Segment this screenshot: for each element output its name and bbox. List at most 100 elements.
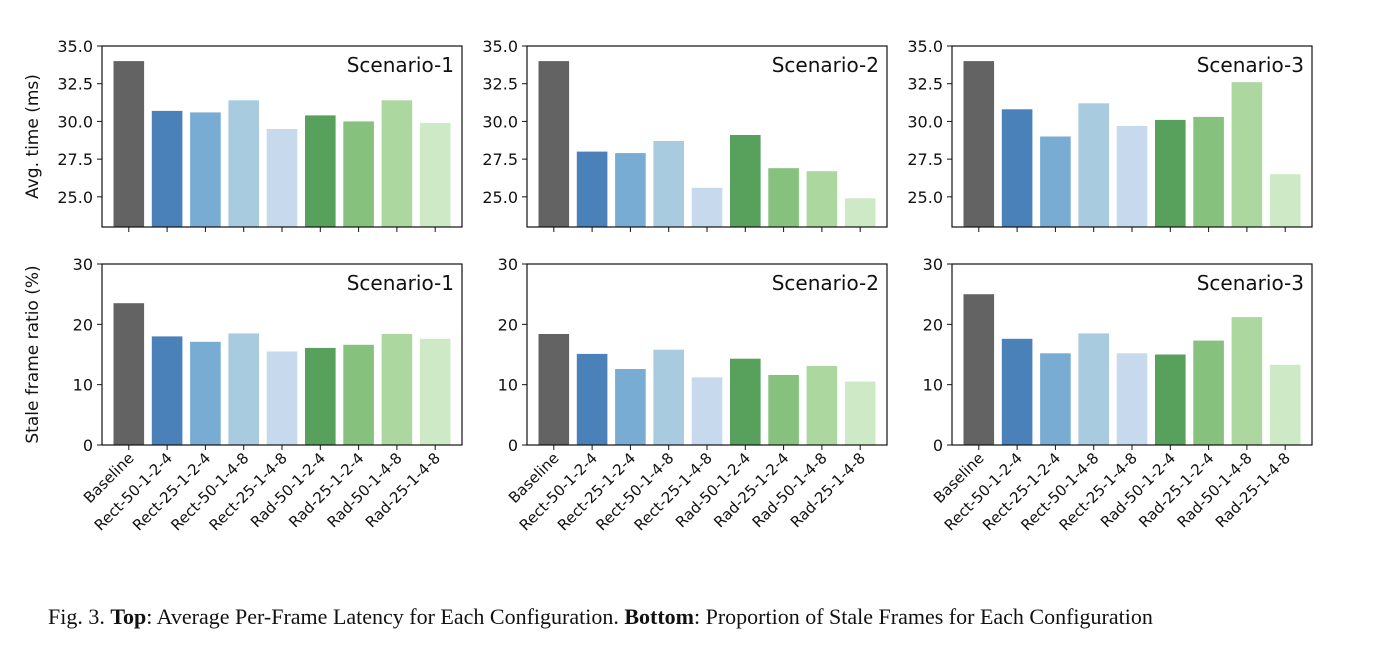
panel-bottom-2: BaselineRect-50-1-2-4Rect-25-1-2-4Rect-5… bbox=[498, 255, 888, 534]
bar-Baseline bbox=[538, 61, 570, 227]
y-tick-label: 30 bbox=[73, 255, 93, 274]
y-tick-label: 20 bbox=[73, 315, 93, 334]
bar-Rad-25-1-2-4 bbox=[768, 375, 799, 445]
bar-Rect-50-1-2-4 bbox=[151, 110, 183, 227]
scenario-label: Scenario-1 bbox=[347, 271, 454, 295]
panel-top-2: 25.0 27.5 30.0 32.5 35.0 Scenario-2 bbox=[482, 37, 888, 232]
panel-bottom-1: BaselineRect-50-1-2-4Rect-25-1-2-4Rect-5… bbox=[23, 255, 463, 534]
scenario-label: Scenario-1 bbox=[347, 53, 454, 77]
bar-Baseline bbox=[113, 303, 145, 445]
bar-Rad-25-1-4-8 bbox=[1269, 364, 1301, 445]
bar-Rect-50-1-2-4 bbox=[576, 353, 608, 445]
bar-Rad-50-1-4-8 bbox=[806, 171, 838, 227]
panel-top-3: 25.0 27.5 30.0 32.5 35.0 Scenario-3 bbox=[907, 37, 1313, 232]
caption-bottom-label: Bottom bbox=[624, 604, 694, 629]
axes-frame bbox=[951, 263, 1313, 446]
y-tick-label: 35.0 bbox=[907, 37, 943, 56]
caption-bottom-text: : Proportion of Stale Frames for Each Co… bbox=[694, 604, 1153, 629]
y-tick-label: 27.5 bbox=[482, 150, 518, 169]
bar-Rect-50-1-2-4 bbox=[1001, 109, 1033, 227]
scenario-label: Scenario-3 bbox=[1197, 53, 1304, 77]
scenario-label: Scenario-3 bbox=[1197, 271, 1304, 295]
y-tick-label: 32.5 bbox=[482, 75, 518, 94]
scenario-label: Scenario-2 bbox=[772, 53, 879, 77]
bar-Rect-25-1-2-4 bbox=[615, 369, 646, 445]
bar-Rad-25-1-2-4 bbox=[768, 168, 799, 227]
y-tick-label: 30.0 bbox=[482, 112, 518, 131]
bar-Rect-50-1-4-8 bbox=[1078, 333, 1109, 445]
bar-Rad-25-1-2-4 bbox=[1193, 116, 1224, 227]
bar-Rad-50-1-2-4 bbox=[1155, 354, 1186, 445]
bar-Rad-25-1-2-4 bbox=[1193, 340, 1224, 445]
bar-Rad-50-1-4-8 bbox=[806, 366, 838, 445]
bar-Rad-25-1-4-8 bbox=[844, 381, 876, 445]
bar-Rad-50-1-4-8 bbox=[381, 100, 413, 227]
axes-frame bbox=[526, 263, 888, 446]
bar-Rad-50-1-4-8 bbox=[1231, 82, 1263, 227]
y-tick-label: 10 bbox=[498, 376, 518, 395]
bar-Rect-25-1-4-8 bbox=[266, 129, 298, 227]
axes-frame bbox=[101, 263, 463, 446]
bar-Rect-50-1-4-8 bbox=[228, 100, 259, 227]
y-tick-label: 10 bbox=[923, 376, 943, 395]
y-tick-label: 0 bbox=[508, 436, 518, 455]
bar-Rect-25-1-2-4 bbox=[615, 153, 646, 227]
bar-Rad-50-1-2-4 bbox=[305, 347, 336, 445]
bar-Baseline bbox=[538, 334, 570, 445]
bar-Rect-50-1-4-8 bbox=[653, 141, 684, 227]
y-tick-label: 0 bbox=[83, 436, 93, 455]
axes-frame bbox=[101, 45, 463, 228]
bar-Rect-25-1-4-8 bbox=[691, 187, 723, 227]
bar-Rect-50-1-4-8 bbox=[1078, 103, 1109, 227]
caption-prefix: Fig. 3. bbox=[48, 604, 111, 629]
bar-Rect-25-1-2-4 bbox=[1040, 136, 1071, 227]
bar-Rect-50-1-2-4 bbox=[576, 151, 608, 227]
bar-Rect-25-1-2-4 bbox=[190, 341, 221, 445]
bar-Rad-50-1-2-4 bbox=[305, 115, 336, 227]
bar-Rad-25-1-4-8 bbox=[1269, 174, 1301, 227]
y-tick-label: 10 bbox=[73, 376, 93, 395]
y-tick-label: 25.0 bbox=[57, 188, 93, 207]
y-tick-label: 30.0 bbox=[907, 112, 943, 131]
y-tick-label: 35.0 bbox=[482, 37, 518, 56]
bar-Rect-25-1-4-8 bbox=[691, 377, 723, 445]
y-tick-label: 20 bbox=[923, 315, 943, 334]
y-tick-label: 25.0 bbox=[482, 188, 518, 207]
bar-Rect-25-1-2-4 bbox=[190, 112, 221, 227]
y-tick-label: 27.5 bbox=[57, 150, 93, 169]
y-tick-label: 20 bbox=[498, 315, 518, 334]
bar-Rad-25-1-2-4 bbox=[343, 121, 374, 227]
caption-top-label: Top bbox=[110, 604, 147, 629]
bar-Baseline bbox=[113, 61, 145, 227]
bar-Rad-25-1-4-8 bbox=[419, 338, 451, 445]
axes-frame bbox=[526, 45, 888, 228]
bar-Rad-25-1-2-4 bbox=[343, 344, 374, 445]
axes-frame bbox=[951, 45, 1313, 228]
bar-Rad-50-1-2-4 bbox=[730, 358, 761, 445]
bar-Rad-25-1-4-8 bbox=[419, 122, 451, 227]
figure: 25.0 27.5 30.0 32.5 35.0 Scenario-1 Avg. time … bbox=[23, 37, 1313, 534]
caption-top-text: : Average Per-Frame Latency for Each Con… bbox=[146, 604, 625, 629]
bar-Rect-25-1-4-8 bbox=[1116, 125, 1148, 227]
bar-Rect-25-1-4-8 bbox=[1116, 353, 1148, 445]
bar-Rad-50-1-2-4 bbox=[730, 135, 761, 227]
y-tick-label: 27.5 bbox=[907, 150, 943, 169]
scenario-label: Scenario-2 bbox=[772, 271, 879, 295]
bar-Baseline bbox=[963, 294, 995, 445]
y-tick-label: 30 bbox=[498, 255, 518, 274]
y-tick-label: 32.5 bbox=[57, 75, 93, 94]
y-tick-label: 35.0 bbox=[57, 37, 93, 56]
bar-Rad-50-1-4-8 bbox=[1231, 317, 1263, 445]
y-tick-label: 30 bbox=[923, 255, 943, 274]
bar-Rect-50-1-4-8 bbox=[228, 333, 259, 445]
bar-Rect-25-1-2-4 bbox=[1040, 353, 1071, 445]
y-axis-label: Stale frame ratio (%) bbox=[23, 265, 43, 443]
y-tick-label: 25.0 bbox=[907, 188, 943, 207]
bar-Rad-50-1-2-4 bbox=[1155, 119, 1186, 227]
y-tick-label: 32.5 bbox=[907, 75, 943, 94]
panel-top-1: 25.0 27.5 30.0 32.5 35.0 Scenario-1 Avg. time … bbox=[23, 37, 463, 232]
y-tick-label: 30.0 bbox=[57, 112, 93, 131]
bar-Rect-50-1-2-4 bbox=[1001, 338, 1033, 445]
bar-Rect-50-1-2-4 bbox=[151, 336, 183, 445]
bar-Rad-50-1-4-8 bbox=[381, 334, 413, 445]
